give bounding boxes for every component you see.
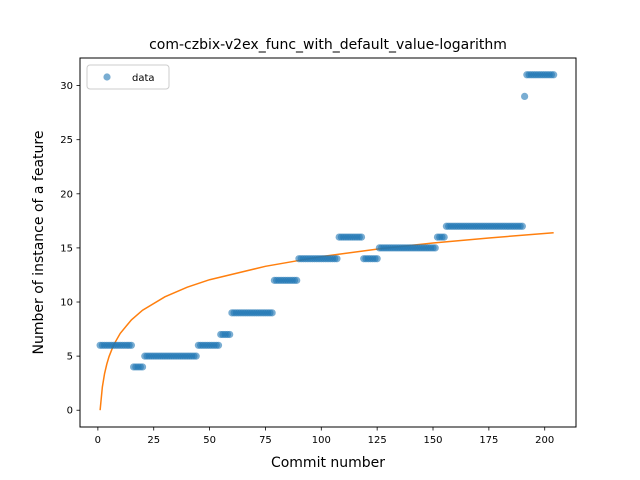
- x-tick-label: 200: [535, 435, 554, 446]
- y-tick-label: 5: [67, 352, 73, 363]
- x-tick-label: 100: [312, 435, 331, 446]
- data-point: [293, 276, 301, 284]
- y-tick-label: 10: [60, 298, 73, 309]
- plot-area: [96, 71, 558, 411]
- data-point: [518, 222, 526, 230]
- x-tick-label: 175: [479, 435, 498, 446]
- data-point: [440, 233, 448, 241]
- x-axis-label: Commit number: [271, 455, 385, 471]
- legend-label-data: data: [132, 73, 155, 84]
- legend-marker-data: [103, 73, 111, 81]
- chart-title: com-czbix-v2ex_func_with_default_value-l…: [149, 37, 507, 53]
- x-tick-label: 150: [423, 435, 442, 446]
- data-point: [214, 341, 223, 349]
- data-point: [431, 244, 439, 252]
- x-tick-label: 50: [203, 435, 216, 446]
- data-point: [357, 233, 366, 241]
- x-tick-label: 75: [259, 435, 272, 446]
- y-tick-label: 0: [67, 406, 73, 417]
- x-tick-label: 0: [95, 435, 101, 446]
- y-tick-label: 15: [60, 243, 73, 254]
- y-tick-label: 30: [60, 81, 73, 92]
- data-point: [192, 352, 200, 360]
- y-axis-label: Number of instance of a feature: [31, 131, 47, 355]
- data-point: [521, 92, 529, 101]
- data-point: [127, 341, 135, 349]
- data-point: [373, 255, 381, 263]
- legend: data: [86, 64, 170, 90]
- data-point: [226, 330, 234, 339]
- axis-ticks: 0 25 50 75 100 125 150 175 200 0 5 10 15 20 25 30: [60, 81, 554, 446]
- y-tick-label: 25: [60, 135, 73, 146]
- x-tick-label: 125: [368, 435, 387, 446]
- y-tick-label: 20: [60, 189, 73, 200]
- data-point: [268, 309, 276, 317]
- data-point: [550, 71, 558, 79]
- data-point: [333, 255, 341, 263]
- data-point: [138, 363, 147, 371]
- legend-box: [86, 64, 170, 90]
- axes-frame: [79, 57, 577, 428]
- x-tick-label: 25: [147, 435, 160, 446]
